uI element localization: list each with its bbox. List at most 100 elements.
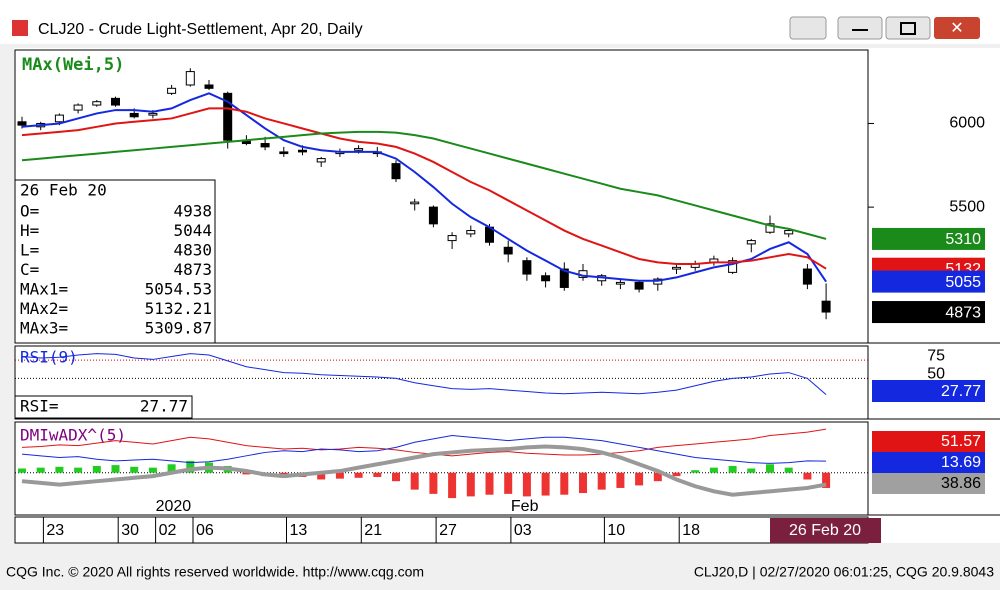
readout-box bbox=[14, 395, 193, 419]
candle-body bbox=[672, 266, 681, 270]
app-icon bbox=[12, 20, 28, 36]
candle-body bbox=[615, 281, 625, 285]
dmi-line bbox=[21, 444, 827, 497]
info-value: 4938 bbox=[173, 202, 212, 221]
time-label: 06 bbox=[196, 522, 214, 539]
time-axis bbox=[14, 516, 869, 544]
histogram-bar bbox=[522, 472, 531, 497]
histogram-bar bbox=[354, 472, 363, 478]
moving-average bbox=[21, 92, 827, 283]
cursor-date: 26 Feb 20 bbox=[789, 522, 861, 539]
candle-body bbox=[746, 240, 756, 245]
histogram-bar bbox=[597, 472, 606, 490]
price-tag bbox=[872, 270, 985, 293]
candle-body bbox=[354, 148, 364, 151]
price-tag bbox=[872, 227, 985, 250]
candle-body bbox=[784, 230, 794, 235]
histogram-bar bbox=[148, 467, 157, 473]
histogram-bar bbox=[691, 470, 700, 473]
price-tag bbox=[872, 301, 985, 324]
candle-body bbox=[279, 151, 289, 155]
link-button[interactable] bbox=[789, 16, 827, 40]
histogram-bar bbox=[242, 472, 251, 475]
histogram-bar bbox=[18, 468, 26, 473]
histogram-bar bbox=[766, 464, 774, 473]
histogram-bar bbox=[635, 472, 644, 486]
candle-body bbox=[391, 163, 401, 180]
dmi-tag bbox=[872, 431, 985, 452]
candle-body bbox=[634, 281, 644, 290]
histogram-bar bbox=[579, 472, 587, 494]
minimize-button[interactable] bbox=[837, 16, 883, 40]
candle-body bbox=[541, 275, 551, 282]
dmi-tag-label: 38.86 bbox=[941, 475, 981, 492]
candle-body bbox=[54, 114, 64, 123]
candle-body bbox=[765, 223, 775, 233]
readout-value: 27.77 bbox=[140, 397, 188, 416]
info-value: 5132.21 bbox=[145, 299, 212, 318]
candle-body bbox=[260, 143, 270, 148]
candle-body bbox=[821, 300, 831, 313]
histogram-bar bbox=[653, 472, 662, 482]
info-date: 26 Feb 20 bbox=[20, 181, 107, 200]
histogram-bar bbox=[728, 465, 737, 473]
candle-body bbox=[111, 97, 120, 106]
histogram-bar bbox=[74, 467, 83, 473]
time-label: 27 bbox=[439, 522, 457, 539]
histogram-bar bbox=[392, 472, 400, 482]
histogram-bar bbox=[410, 472, 419, 490]
candle-body bbox=[559, 268, 569, 288]
candle-body bbox=[466, 230, 476, 235]
candle-body bbox=[728, 260, 738, 273]
info-key: MAx3= bbox=[20, 319, 68, 338]
info-value: 5309.87 bbox=[145, 319, 212, 338]
readout-label: RSI= bbox=[20, 397, 59, 416]
histogram-bar bbox=[317, 472, 326, 480]
info-key: MAx2= bbox=[20, 299, 68, 318]
copyright: CQG Inc. © 2020 All rights reserved worl… bbox=[6, 564, 424, 580]
icon bbox=[900, 22, 916, 35]
candle-body bbox=[802, 268, 812, 285]
histogram-bar bbox=[448, 472, 457, 499]
histogram-bar bbox=[335, 472, 344, 479]
status: CLJ20,D | 02/27/2020 06:01:25, CQG 20.9.… bbox=[694, 564, 994, 580]
dmi-line bbox=[21, 428, 827, 457]
info-key: O= bbox=[20, 202, 39, 221]
status-bar bbox=[0, 545, 1000, 585]
time-label-upper: Feb bbox=[511, 498, 539, 515]
time-label: 18 bbox=[682, 522, 700, 539]
candle-body bbox=[129, 112, 139, 118]
info-box bbox=[14, 179, 216, 344]
histogram-bar bbox=[429, 472, 438, 494]
histogram-bar bbox=[784, 467, 793, 473]
window-title: CLJ20 - Crude Light-Settlement, Apr 20, … bbox=[38, 21, 363, 38]
histogram-bar bbox=[130, 466, 139, 473]
close-button[interactable] bbox=[934, 17, 980, 39]
histogram-bar bbox=[92, 465, 101, 473]
candle-body bbox=[167, 87, 177, 94]
time-label: 03 bbox=[514, 522, 532, 539]
candle-body bbox=[185, 71, 195, 86]
candle-body bbox=[148, 112, 158, 116]
info-value: 4873 bbox=[173, 260, 212, 279]
maximize-button[interactable] bbox=[885, 16, 931, 40]
y-tick-label: 6000 bbox=[949, 115, 985, 132]
histogram-bar bbox=[560, 472, 569, 495]
candle-body bbox=[92, 101, 102, 106]
histogram-bar bbox=[36, 467, 45, 473]
dmi-tag bbox=[872, 473, 985, 494]
histogram-bar bbox=[747, 468, 756, 473]
y-tick-label: 50 bbox=[927, 366, 945, 383]
histogram-bar bbox=[111, 465, 120, 473]
histogram-bar bbox=[466, 472, 475, 497]
histogram-bar bbox=[55, 466, 64, 473]
histogram-bar bbox=[803, 472, 812, 480]
dmi-tag-label: 13.69 bbox=[941, 454, 981, 471]
y-tick-label: 75 bbox=[927, 347, 945, 364]
moving-average bbox=[21, 107, 827, 270]
histogram-bar bbox=[822, 472, 831, 488]
close-icon: ✕ bbox=[950, 20, 963, 37]
candle-body bbox=[73, 104, 83, 111]
